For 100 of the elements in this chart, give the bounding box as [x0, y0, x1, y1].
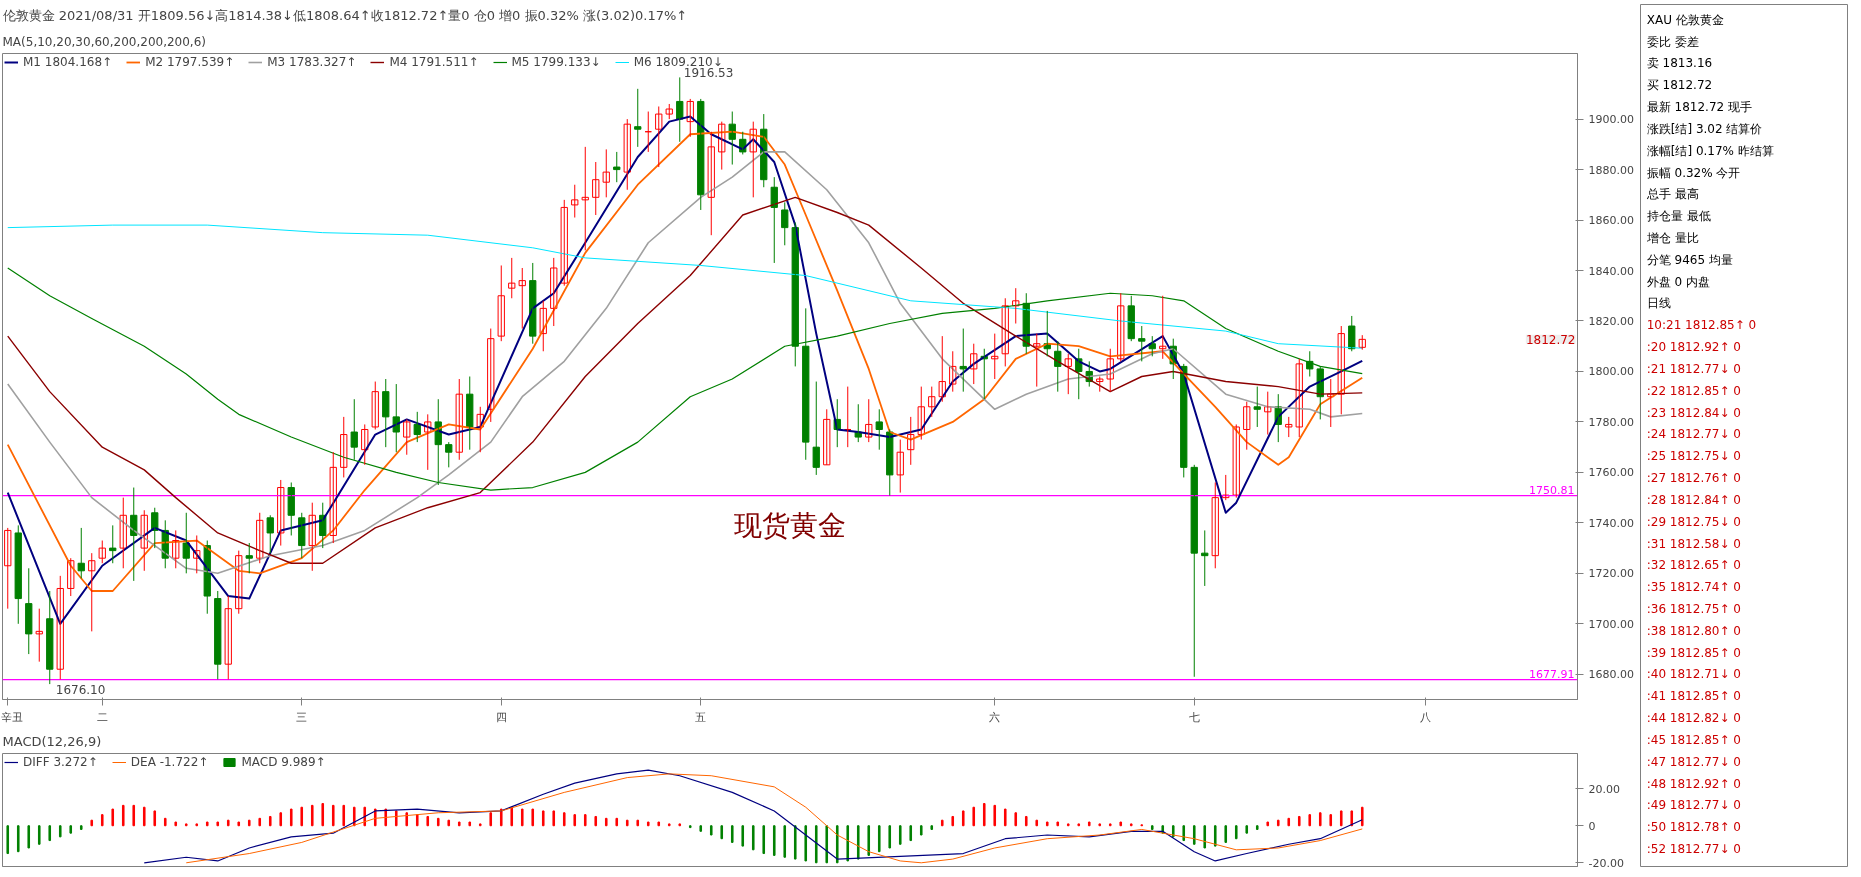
candlestick [35, 608, 43, 663]
chart-subtitle: MA(5,10,20,30,60,200,200,200,6) [2, 34, 207, 49]
text: 持仓量 最低 [1646, 209, 1711, 224]
candlestick [581, 146, 589, 251]
candlestick [655, 105, 663, 168]
text: :27 1812.76↑ 0 [1646, 471, 1741, 486]
y-tick-label: 1700.00 [1588, 617, 1634, 631]
y-tick-label: 1740.00 [1588, 516, 1634, 530]
text: 买 1812.72 [1646, 78, 1713, 93]
text: :48 1812.92↑ 0 [1646, 776, 1741, 791]
candlestick [875, 408, 883, 451]
candlestick [928, 386, 936, 418]
candlestick [1033, 333, 1041, 388]
candlestick [529, 262, 537, 345]
text: 日线 [1646, 296, 1671, 311]
candlestick [1211, 481, 1219, 569]
legend-label: M6 1809.210↓ [633, 55, 723, 69]
candlestick [1190, 464, 1198, 678]
x-tick-label: 五 [695, 710, 707, 724]
y-tick-label: 20.00 [1588, 782, 1620, 796]
candlestick [224, 595, 232, 680]
candlestick [707, 131, 715, 236]
candlestick [56, 575, 64, 680]
y-tick-label: -20.00 [1588, 856, 1624, 870]
legend-label: DIFF 3.272↑ [23, 755, 98, 769]
candlestick [560, 199, 568, 287]
candlestick [266, 514, 274, 554]
text: XAU 伦敦黄金 [1646, 12, 1724, 27]
ref-line-label: 1677.91 [1529, 667, 1575, 681]
text: 10:21 1812.85↑ 0 [1646, 318, 1757, 333]
candlestick [1201, 529, 1209, 587]
candlestick [4, 527, 12, 610]
chart-title: MACD(12,26,9) [2, 733, 102, 749]
candlestick [518, 267, 526, 330]
x-tick-label: 辛丑 [0, 710, 23, 724]
candlestick [277, 479, 285, 547]
candlestick [1117, 292, 1125, 362]
y-tick-label: 1760.00 [1588, 466, 1634, 480]
text: :50 1812.78↑ 0 [1646, 820, 1741, 835]
y-tick-label: 1900.00 [1588, 113, 1634, 127]
legend-label: M3 1783.327↑ [267, 55, 357, 69]
candlestick [1348, 315, 1356, 352]
candlestick [77, 527, 85, 579]
text: 增仓 量比 [1645, 231, 1699, 245]
candlestick [88, 552, 96, 632]
candlestick [1232, 423, 1240, 499]
text: :39 1812.85↑ 0 [1646, 645, 1741, 660]
x-tick-label: 二 [96, 710, 108, 724]
x-tick-label: 六 [989, 710, 1001, 724]
text: :40 1812.71↓ 0 [1646, 667, 1741, 682]
annotation: 1676.10 [55, 683, 106, 698]
candlestick [1127, 295, 1135, 342]
annotation: 1916.53 [683, 66, 734, 81]
text: :38 1812.80↑ 0 [1646, 623, 1741, 638]
ref-line-label: 1750.81 [1529, 483, 1575, 497]
candlestick [508, 257, 516, 299]
candlestick [455, 378, 463, 461]
candlestick [1243, 401, 1251, 451]
legend-label: MACD 9.989↑ [241, 755, 326, 769]
legend-label: DEA -1.722↑ [130, 755, 209, 769]
candlestick [287, 481, 295, 536]
candlestick [298, 512, 306, 559]
candlestick [46, 590, 54, 685]
candlestick [182, 512, 190, 574]
x-tick-label: 四 [495, 710, 507, 724]
text: 最新 1812.72 现手 [1646, 100, 1752, 115]
text: 涨跌[结] 3.02 结算价 [1646, 121, 1763, 136]
text: :44 1812.82↓ 0 [1646, 711, 1741, 726]
legend-label: M4 1791.511↑ [389, 55, 479, 69]
y-tick-label: 0 [1588, 819, 1596, 833]
x-tick-label: 八 [1419, 710, 1431, 724]
candlestick [665, 103, 673, 120]
y-tick-label: 1880.00 [1588, 163, 1634, 177]
text: :52 1812.77↓ 0 [1646, 842, 1741, 857]
candlestick [245, 542, 253, 574]
legend-label: M1 1804.168↑ [23, 55, 113, 69]
text: :45 1812.85↑ 0 [1646, 732, 1741, 747]
text: :20 1812.92↑ 0 [1646, 340, 1741, 355]
y-tick-label: 1680.00 [1588, 668, 1634, 682]
candlestick [781, 201, 789, 246]
text: 委比 委差 [1646, 34, 1699, 49]
candlestick [896, 439, 904, 494]
text: 卖 1813.16 [1646, 56, 1713, 71]
text: :35 1812.74↑ 0 [1646, 580, 1741, 595]
text: :28 1812.84↑ 0 [1646, 492, 1741, 507]
candlestick [802, 307, 810, 461]
candlestick [1096, 376, 1104, 393]
text: :32 1812.65↑ 0 [1646, 558, 1741, 573]
text: 外盘 0 内盘 [1646, 274, 1710, 289]
text: :31 1812.58↓ 0 [1646, 536, 1741, 551]
legend-label: M5 1799.133↓ [511, 55, 601, 69]
text: :22 1812.85↑ 0 [1646, 383, 1741, 398]
annotation: 1812.72 [1525, 332, 1576, 347]
candlestick [1253, 386, 1261, 428]
candlestick [256, 512, 264, 564]
candlestick [697, 98, 705, 211]
candlestick [571, 184, 579, 219]
candlestick [413, 411, 421, 443]
y-tick-label: 1720.00 [1588, 567, 1634, 581]
candlestick [466, 376, 474, 451]
